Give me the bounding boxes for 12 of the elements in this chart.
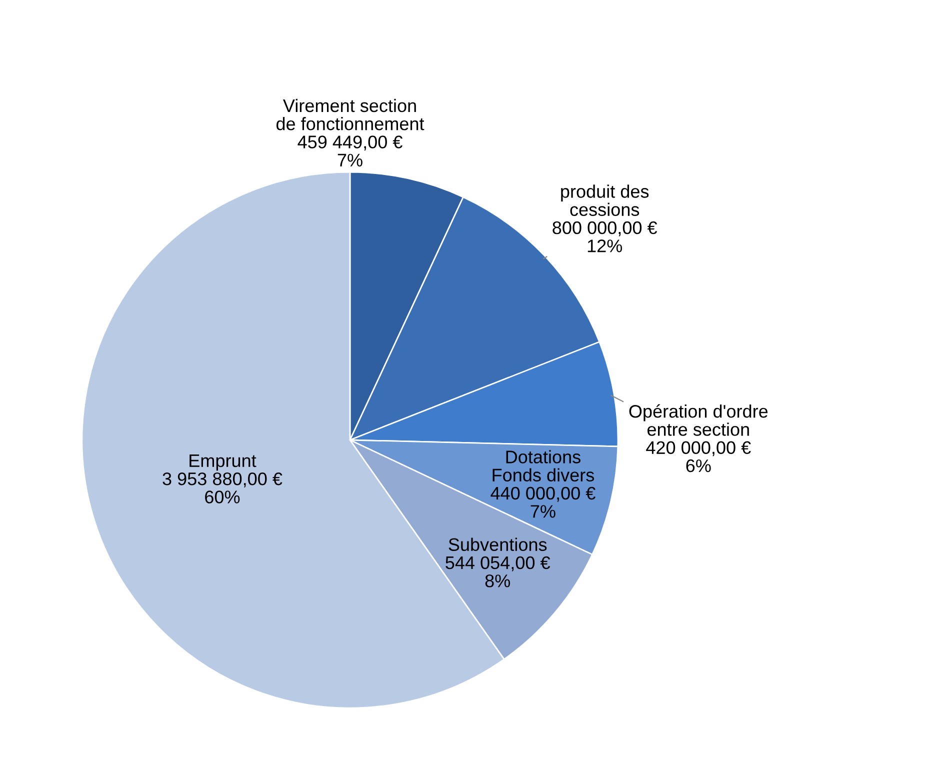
slice-label: produit des cessions <box>561 184 649 216</box>
slice-label: Emprunt <box>190 454 256 471</box>
data-label: 459 449,00 € 7% <box>298 136 402 166</box>
slice-label: Virement section de fonctionnement <box>276 98 424 130</box>
data-label: 420 000,00 € 6% <box>646 441 751 472</box>
data-label: 3 953 880,00 € 60% <box>162 472 282 504</box>
data-label: 440 000,00 € 7% <box>490 486 596 518</box>
data-label: 800 000,00 € 12% <box>552 221 658 252</box>
data-label: 544 054,00 € 8% <box>446 556 550 588</box>
slice-label: Subventions <box>448 538 547 551</box>
slice-label: Opération d'ordre entre section <box>629 404 768 436</box>
slice-label: Dotations Fonds divers <box>492 450 594 482</box>
